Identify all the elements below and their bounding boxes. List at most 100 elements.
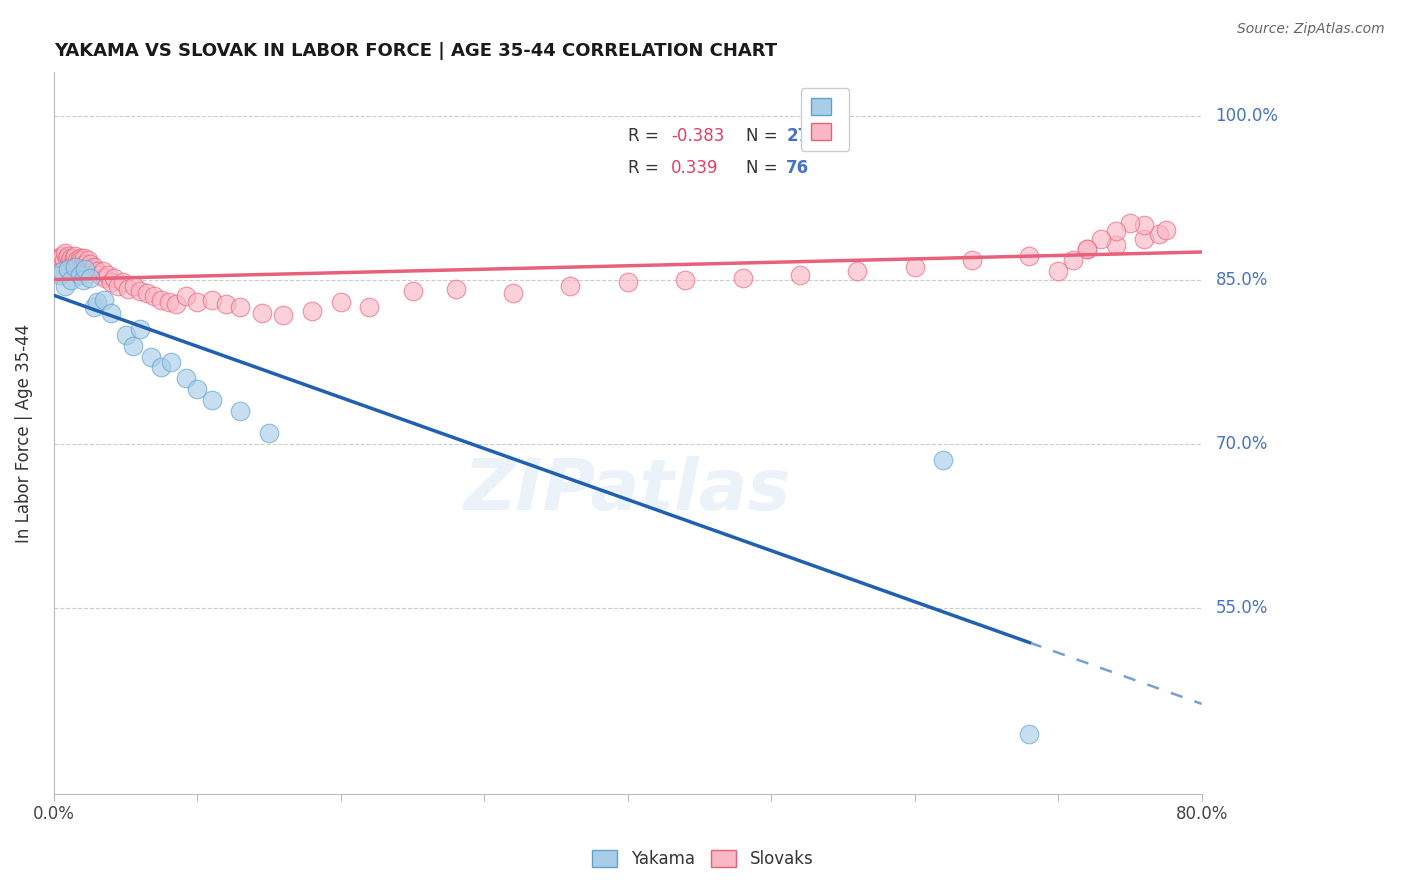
- Point: [731, 271, 754, 285]
- Point: [359, 301, 381, 315]
- Point: [79, 271, 101, 285]
- Point: [65, 260, 87, 274]
- Point: [97, 268, 120, 282]
- Point: [56, 249, 79, 263]
- Point: [1147, 227, 1170, 242]
- Point: [616, 275, 638, 289]
- Point: [86, 294, 108, 309]
- Point: [122, 278, 145, 293]
- Text: 100.0%: 100.0%: [1216, 107, 1278, 125]
- Text: 55.0%: 55.0%: [1216, 599, 1268, 617]
- Point: [67, 257, 90, 271]
- Text: 0.339: 0.339: [671, 159, 718, 177]
- Point: [91, 264, 114, 278]
- Point: [301, 303, 323, 318]
- Point: [94, 271, 117, 285]
- Legend: Yakama, Slovaks: Yakama, Slovaks: [586, 843, 820, 875]
- Point: [932, 453, 955, 467]
- Text: -0.383: -0.383: [671, 127, 724, 145]
- Point: [63, 251, 86, 265]
- Legend: , : ,: [800, 88, 849, 151]
- Point: [157, 294, 180, 309]
- Point: [201, 293, 224, 307]
- Point: [1133, 219, 1156, 233]
- Point: [150, 293, 173, 307]
- Point: [215, 297, 238, 311]
- Point: [83, 260, 105, 274]
- Point: [52, 253, 75, 268]
- Text: 27: 27: [786, 127, 810, 145]
- Point: [1018, 249, 1040, 263]
- Point: [960, 253, 983, 268]
- Point: [53, 245, 76, 260]
- Point: [83, 301, 105, 315]
- Point: [80, 262, 103, 277]
- Point: [75, 262, 97, 277]
- Point: [72, 257, 94, 271]
- Point: [1104, 224, 1126, 238]
- Point: [86, 264, 108, 278]
- Point: [51, 249, 73, 263]
- Point: [100, 275, 122, 289]
- Point: [1154, 223, 1177, 237]
- Point: [70, 253, 93, 268]
- Point: [121, 338, 143, 352]
- Point: [1104, 238, 1126, 252]
- Text: Source: ZipAtlas.com: Source: ZipAtlas.com: [1237, 22, 1385, 37]
- Text: N =: N =: [747, 127, 783, 145]
- Point: [560, 278, 582, 293]
- Text: ZIPatlas: ZIPatlas: [464, 456, 792, 525]
- Point: [117, 282, 139, 296]
- Y-axis label: In Labor Force | Age 35-44: In Labor Force | Age 35-44: [15, 324, 32, 542]
- Point: [174, 289, 197, 303]
- Point: [502, 286, 524, 301]
- Point: [444, 282, 467, 296]
- Point: [1119, 216, 1142, 230]
- Point: [59, 253, 82, 268]
- Point: [48, 268, 70, 282]
- Point: [111, 275, 134, 289]
- Point: [114, 327, 136, 342]
- Point: [73, 251, 96, 265]
- Point: [103, 271, 125, 285]
- Point: [257, 425, 280, 440]
- Point: [160, 355, 183, 369]
- Point: [904, 260, 927, 274]
- Point: [165, 297, 187, 311]
- Point: [229, 404, 252, 418]
- Text: 76: 76: [786, 159, 810, 177]
- Point: [48, 257, 70, 271]
- Point: [69, 268, 91, 282]
- Point: [77, 253, 100, 268]
- Point: [1018, 726, 1040, 740]
- Point: [141, 350, 163, 364]
- Point: [49, 251, 72, 265]
- Point: [107, 278, 129, 293]
- Point: [93, 293, 115, 307]
- Point: [69, 251, 91, 265]
- Point: [1076, 243, 1098, 257]
- Point: [79, 257, 101, 271]
- Point: [1047, 264, 1070, 278]
- Point: [1133, 231, 1156, 245]
- Point: [150, 360, 173, 375]
- Text: R =: R =: [627, 127, 664, 145]
- Point: [136, 286, 159, 301]
- Point: [75, 257, 97, 271]
- Point: [329, 294, 352, 309]
- Point: [1076, 243, 1098, 257]
- Point: [60, 251, 83, 265]
- Point: [229, 301, 252, 315]
- Point: [56, 262, 79, 277]
- Point: [174, 371, 197, 385]
- Text: 85.0%: 85.0%: [1216, 271, 1268, 289]
- Point: [72, 273, 94, 287]
- Point: [186, 382, 208, 396]
- Point: [273, 308, 295, 322]
- Point: [89, 268, 111, 282]
- Point: [846, 264, 869, 278]
- Point: [55, 251, 77, 265]
- Point: [65, 249, 87, 263]
- Point: [53, 278, 76, 293]
- Point: [51, 264, 73, 278]
